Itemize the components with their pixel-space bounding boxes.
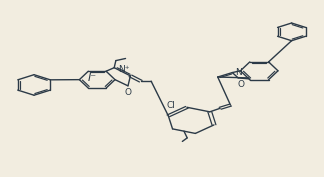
Text: N: N	[236, 68, 242, 77]
Text: N⁺: N⁺	[118, 65, 130, 74]
Text: O: O	[238, 80, 245, 89]
Text: O: O	[124, 88, 132, 97]
Text: Cl: Cl	[167, 101, 176, 110]
Text: I⁻: I⁻	[88, 73, 97, 83]
